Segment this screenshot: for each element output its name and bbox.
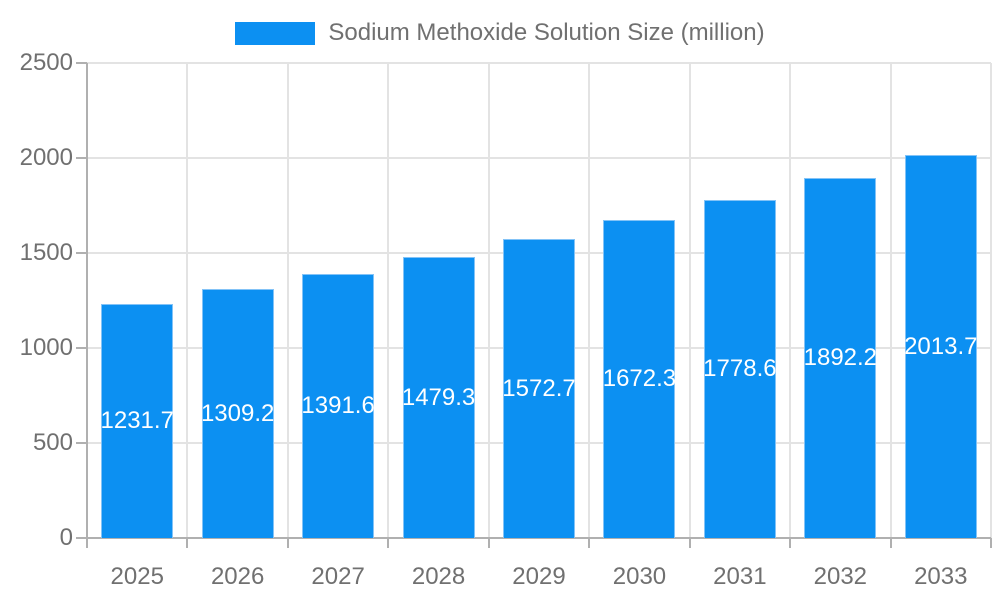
x-axis-tick	[789, 538, 792, 548]
bar-value-label: 2013.7	[904, 332, 978, 360]
v-gridline	[688, 63, 691, 538]
v-gridline	[588, 63, 591, 538]
y-tick-label: 0	[59, 524, 73, 551]
y-tick-label: 1000	[19, 334, 73, 361]
x-tick-label: 2029	[512, 563, 566, 590]
y-tick-label: 2000	[19, 144, 73, 171]
bar-2033[interactable]	[904, 155, 977, 538]
x-tick-label: 2030	[612, 563, 667, 590]
legend-item[interactable]: Sodium Methoxide Solution Size (million)	[235, 19, 765, 46]
x-axis-tick	[889, 538, 892, 548]
legend-swatch-icon	[235, 21, 316, 45]
x-tick-label: 2032	[813, 563, 868, 590]
bar-value-label: 1391.6	[301, 392, 375, 419]
legend-label: Sodium Methoxide Solution Size (million)	[328, 19, 765, 46]
x-tick-label: 2027	[311, 563, 365, 590]
bar-value-label: 1231.7	[100, 407, 174, 434]
x-axis-tick	[487, 538, 490, 548]
v-gridline	[286, 63, 289, 538]
x-axis-tick	[387, 538, 390, 548]
v-gridline	[186, 63, 189, 538]
x-tick-label: 2028	[411, 563, 466, 590]
v-gridline	[889, 63, 892, 538]
v-gridline	[387, 63, 390, 538]
x-tick-label: 2033	[914, 563, 968, 590]
bar-2031[interactable]	[703, 200, 776, 538]
legend: Sodium Methoxide Solution Size (million)	[0, 20, 1000, 46]
h-gridline	[87, 62, 991, 64]
x-axis-tick	[688, 538, 691, 548]
v-gridline	[990, 63, 992, 538]
bar-value-label: 1778.6	[703, 355, 777, 382]
bar-value-label: 1892.2	[803, 344, 878, 371]
x-axis-tick	[588, 538, 591, 548]
bar-value-label: 1309.2	[200, 399, 275, 427]
x-axis-tick	[186, 538, 189, 548]
x-axis-tick	[286, 538, 289, 548]
bar-2025[interactable]	[101, 304, 174, 538]
bar-value-label: 1672.3	[602, 365, 677, 392]
x-tick-label: 2026	[210, 563, 265, 590]
y-axis-line	[86, 63, 88, 548]
y-tick-label: 2500	[19, 49, 73, 76]
x-tick-label: 2025	[110, 563, 164, 590]
bar-value-label: 1479.3	[401, 383, 476, 411]
y-axis-tick	[76, 252, 87, 254]
h-gridline	[87, 157, 991, 159]
y-axis-tick	[76, 442, 87, 444]
bar-2026[interactable]	[201, 289, 274, 538]
v-gridline	[789, 63, 792, 538]
x-axis-line	[76, 537, 991, 539]
y-axis-tick	[76, 62, 87, 64]
bar-2032[interactable]	[804, 178, 877, 538]
v-gridline	[487, 63, 490, 538]
y-tick-label: 500	[32, 429, 73, 456]
bar-2028[interactable]	[402, 257, 475, 538]
bar-2030[interactable]	[603, 220, 676, 538]
y-axis-tick	[76, 347, 87, 349]
bar-2029[interactable]	[503, 239, 575, 538]
x-axis-tick	[990, 538, 992, 548]
bar-value-label: 1572.7	[502, 374, 576, 402]
bar-2027[interactable]	[302, 274, 375, 538]
y-tick-label: 1500	[19, 239, 73, 266]
y-axis-tick	[76, 157, 87, 159]
x-tick-label: 2031	[713, 563, 767, 590]
